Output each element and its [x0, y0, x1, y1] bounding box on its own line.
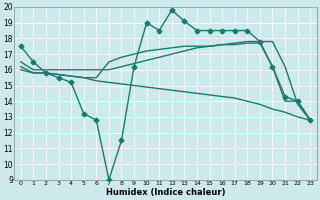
X-axis label: Humidex (Indice chaleur): Humidex (Indice chaleur) — [106, 188, 225, 197]
